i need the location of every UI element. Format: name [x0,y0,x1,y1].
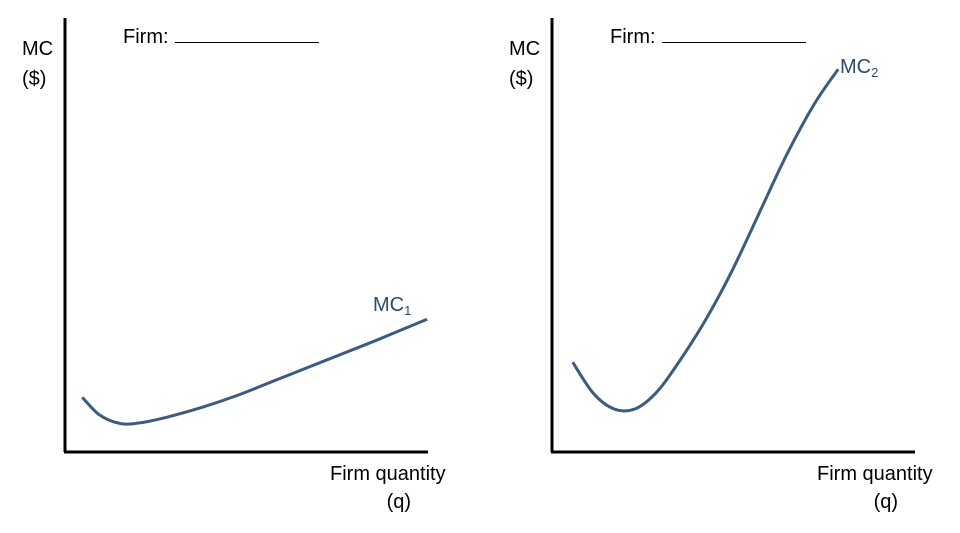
chart-panel-right: MC ($) Firm: Firm quantity (q) MC2 [487,0,960,533]
plot-area-right [550,18,915,454]
firm-blank-line-left [174,22,319,43]
mc1-curve [81,317,428,426]
mc2-label: MC2 [840,56,879,80]
y-axis-label-right: MC ($) [509,38,541,90]
chart-panel-left: MC ($) Firm: Firm quantity (q) MC1 [22,18,446,513]
x-axis-label-right: Firm quantity (q) [817,463,933,513]
mc1-label: MC1 [373,294,412,318]
y-axis-label-left: MC ($) [22,38,54,90]
plot-area-left [63,18,428,454]
firm-label-right: Firm: [610,22,806,49]
x-axis-label-left: Firm quantity (q) [330,463,446,513]
mc2-curve [571,68,840,413]
firm-blank-line-right [661,22,806,43]
firm-label-left: Firm: [123,22,319,49]
